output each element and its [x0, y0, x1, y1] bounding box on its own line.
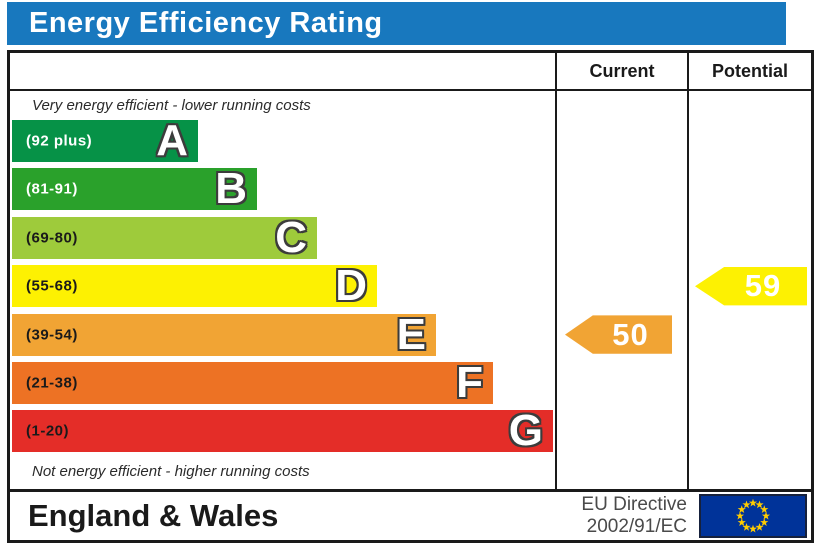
table-header-row: Current Potential — [10, 53, 811, 91]
potential-rating-value: 59 — [744, 268, 782, 304]
bottom-note: Not energy efficient - higher running co… — [32, 463, 310, 480]
band-letter: E — [396, 309, 426, 359]
top-note: Very energy efficient - lower running co… — [32, 97, 311, 114]
table-body-row: Very energy efficient - lower running co… — [10, 91, 811, 492]
rating-table: Current Potential Very energy efficient … — [7, 50, 814, 543]
region-label: England & Wales — [28, 498, 279, 533]
band-letter: C — [275, 212, 307, 262]
band-range-label: (69-80) — [26, 229, 78, 247]
table-footer-row: England & Wales EU Directive 2002/91/EC — [10, 492, 811, 540]
eu-directive-text: EU Directive 2002/91/EC — [581, 494, 687, 538]
band-range-label: (39-54) — [26, 326, 78, 344]
band-range-label: (1-20) — [26, 422, 70, 440]
potential-rating-cell: 59 — [687, 91, 811, 489]
page-title: Energy Efficiency Rating — [7, 2, 786, 45]
current-column-header: Current — [555, 53, 687, 89]
band-bar-d: (55-68) D — [12, 261, 377, 311]
band-bar-f: (21-38) F — [12, 358, 493, 407]
potential-rating-arrow: 59 — [695, 266, 807, 306]
band-letter: G — [508, 406, 543, 456]
current-rating-cell: 50 — [555, 91, 687, 489]
eu-flag-icon — [699, 494, 807, 538]
bands-chart-cell: Very energy efficient - lower running co… — [10, 91, 555, 489]
band-range-label: (81-91) — [26, 180, 78, 198]
eu-directive-line1: EU Directive — [581, 494, 687, 516]
band-range-label: (21-38) — [26, 374, 78, 392]
band-bar-e: (39-54) E — [12, 309, 436, 359]
eu-directive-line2: 2002/91/EC — [586, 516, 687, 537]
potential-column-header: Potential — [687, 53, 811, 89]
band-range-label: (92 plus) — [26, 132, 93, 150]
band-letter: A — [156, 116, 188, 165]
band-letter: D — [335, 261, 367, 311]
band-bar-b: (81-91) B — [12, 164, 257, 214]
band-bar-g: (1-20) G — [12, 406, 553, 456]
band-letter: B — [215, 164, 247, 214]
band-letter: F — [456, 358, 483, 407]
current-rating-arrow: 50 — [565, 315, 672, 354]
band-bar-c: (69-80) C — [12, 212, 317, 262]
band-range-label: (55-68) — [26, 277, 78, 295]
header-spacer-cell — [10, 53, 555, 89]
current-rating-value: 50 — [612, 316, 649, 352]
band-bar-a: (92 plus) A — [12, 116, 198, 165]
